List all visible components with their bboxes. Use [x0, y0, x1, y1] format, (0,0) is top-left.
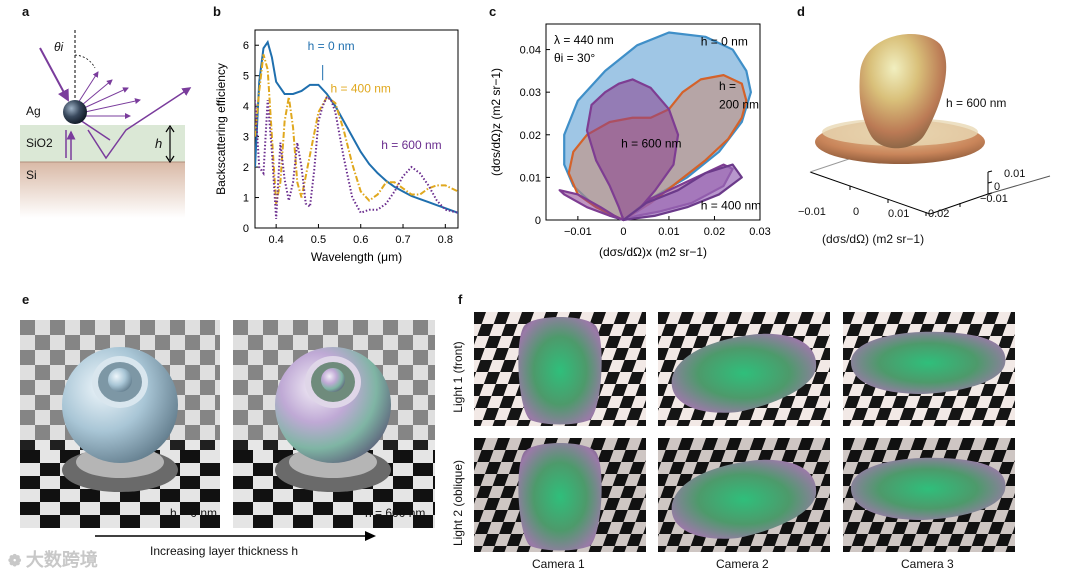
chart-c-ytick-label: 0.02	[520, 130, 541, 142]
chart-b-ytick-label: 5	[243, 71, 249, 83]
chart-c-xtick-label: 0.03	[749, 226, 770, 238]
render-light1-camera1	[474, 312, 646, 426]
incident-ray	[39, 47, 69, 102]
chart-c-xtick-label: 0.01	[658, 226, 679, 238]
chart-c-xtick-label: 0	[620, 226, 626, 238]
chart-d-xtick-1: −0.01	[798, 206, 826, 218]
chart-b-series-1	[255, 54, 458, 204]
chart-c-ytick-label: 0.04	[520, 45, 541, 57]
chart-c-xtick-label: 0.02	[704, 226, 725, 238]
chart-c-xtick-label: −0.01	[564, 226, 592, 238]
thickness-arrow	[95, 531, 376, 541]
chart-c-info-angle: θi = 30°	[554, 51, 595, 65]
chart-d-xtick-2: 0	[853, 206, 860, 218]
chart-d-3d	[809, 34, 1051, 216]
panel-a-schematic	[20, 30, 192, 218]
render-light2-camera2	[658, 438, 830, 552]
row-label-light1: Light 1 (front)	[451, 341, 465, 413]
chart-b-ytick-label: 4	[243, 101, 249, 113]
render-light2-camera1	[474, 438, 646, 552]
chart-d-ytick-3: −0.01	[980, 193, 1008, 205]
si-label: Si	[26, 168, 37, 182]
chart-c-label-4: h = 400 nm	[701, 198, 761, 212]
render-light1-camera2	[658, 312, 830, 426]
panel-e-label: e	[22, 292, 30, 307]
chart-c: 0 0.01 0.02 0.03 0.04 −0.01 0 0.01 0.02 0.03 (dσs/…	[489, 23, 771, 259]
panel-b-label: b	[213, 4, 221, 19]
panel-c-label: c	[489, 4, 497, 19]
chart-c-ytick-label: 0.03	[520, 87, 541, 99]
chart-c-xlabel: (dσs/dΩ)x (m2 sr−1)	[599, 245, 707, 259]
col-label-camera3: Camera 3	[901, 557, 954, 571]
chart-c-label-2: 200 nm	[719, 97, 759, 111]
angle-label: θi	[54, 40, 64, 54]
chart-d-annotation: h = 600 nm	[946, 96, 1007, 110]
chart-d-xtick-4: 0.02	[928, 208, 950, 220]
watermark-text: 大数跨境	[25, 550, 98, 570]
chart-b-xtick-label: 0.6	[353, 234, 368, 246]
caption-h600: h = 600 nm	[365, 506, 426, 520]
col-label-camera1: Camera 1	[532, 557, 585, 571]
chart-c-ytick-label: 0	[535, 215, 541, 227]
render-light2-camera3	[843, 438, 1015, 552]
chart-b-series-2	[255, 95, 458, 219]
chart-b-xtick-label: 0.4	[268, 234, 283, 246]
chart-b-ytick-label: 2	[243, 162, 249, 174]
si-substrate	[20, 162, 185, 218]
chart-d-ytick-1: 0.01	[1004, 168, 1026, 180]
render-h0	[20, 320, 220, 528]
chart-b-frame	[254, 29, 459, 229]
chart-b-ytick-label: 1	[243, 193, 249, 205]
ag-particle	[63, 100, 87, 124]
chart-c-ylabel: (dσs/dΩ)z (m2 sr−1)	[489, 68, 503, 176]
chart-b-xtick-label: 0.7	[395, 234, 410, 246]
sio2-layer	[20, 125, 185, 162]
h-label: h	[155, 136, 163, 151]
chart-b-ytick-label: 3	[243, 132, 249, 144]
chart-b-annotation-2: h = 600 nm	[381, 138, 441, 152]
chart-b-series-0	[255, 39, 458, 214]
watermark: ❁ 大数跨境	[8, 546, 98, 572]
forward-lobe	[859, 34, 947, 149]
chart-c-lobe-3	[622, 163, 743, 222]
chart-d-xtick-3: 0.01	[888, 208, 910, 220]
row-label-light2: Light 2 (oblique)	[451, 459, 465, 547]
chart-d-axis-label: (dσs/dΩ) (m2 sr−1)	[822, 232, 925, 246]
sio2-label: SiO2	[26, 136, 53, 150]
chart-b-ytick-label: 6	[243, 40, 249, 52]
chart-c-label-1: h =	[719, 79, 736, 93]
chart-c-frame	[545, 23, 761, 221]
chart-b-xtick-label: 0.5	[311, 234, 326, 246]
ag-label: Ag	[26, 104, 41, 118]
scattered-rays	[65, 71, 192, 160]
chart-b-xtick-label: 0.8	[438, 234, 453, 246]
chart-b-ylabel: Backscattering efficiency	[214, 63, 228, 195]
chart-c-info-wavelength: λ = 440 nm	[554, 33, 614, 47]
chart-b-annotation-1: h = 400 nm	[331, 81, 391, 95]
chart-b-xlabel: Wavelength (μm)	[311, 250, 402, 264]
watermark-icon: ❁	[8, 553, 26, 570]
col-label-camera2: Camera 2	[716, 557, 769, 571]
caption-h0: h = 0 nm	[170, 506, 218, 520]
render-h600	[233, 320, 435, 528]
panel-d-label: d	[797, 4, 805, 19]
chart-d-ytick-2: 0	[994, 181, 1001, 193]
panel-f-label: f	[458, 292, 463, 307]
panel-a-label: a	[22, 4, 30, 19]
chart-b-ytick-label: 0	[243, 223, 249, 235]
chart-c-label-3: h = 600 nm	[621, 137, 681, 151]
chart-c-ytick-label: 0.01	[520, 172, 541, 184]
chart-b: 0 1 2 3 4 5 6 0.4 0.5 0.6 0.7 0.8 Wavelength (μm) Bac…	[214, 29, 459, 264]
chart-c-label-0: h = 0 nm	[701, 34, 748, 48]
render-light1-camera3	[843, 312, 1015, 426]
thickness-arrow-label: Increasing layer thickness h	[150, 544, 299, 558]
chart-b-annotation-0: h = 0 nm	[308, 39, 355, 53]
